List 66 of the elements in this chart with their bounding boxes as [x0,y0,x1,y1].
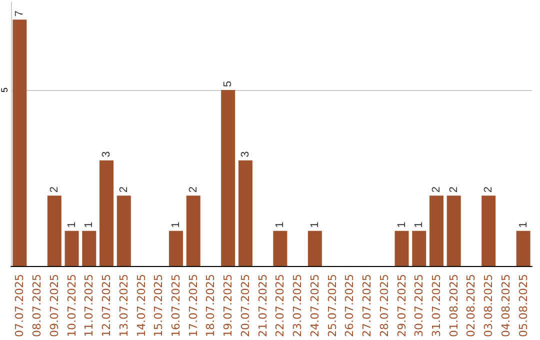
x-tick-label: 29.07.2025 [395,274,408,338]
x-tick-label: 07.07.2025 [13,274,26,338]
x-tick-label: 04.08.2025 [499,274,512,338]
x-tick-label: 31.07.2025 [430,274,443,338]
x-tick-label: 11.07.2025 [82,274,96,338]
bar [273,230,288,266]
data-label: 2 [48,186,60,193]
x-tick-label: 21.07.2025 [256,274,270,338]
data-label: 1 [274,222,286,228]
data-label: 2 [448,186,460,193]
x-tick-label: 01.08.2025 [447,274,460,338]
x-tick-label: 19.07.2025 [222,274,235,338]
data-label: 2 [118,186,130,193]
bar [12,20,27,266]
x-tick-label: 22.07.2025 [274,274,287,338]
data-label: 2 [430,186,442,193]
bar [64,230,79,266]
x-tick-label: 02.08.2025 [464,274,478,338]
x-tick-label: 24.07.2025 [308,274,322,338]
bar [482,196,496,266]
x-tick-label: 30.07.2025 [412,274,426,338]
data-label: 2 [187,186,200,193]
data-label: 1 [66,222,78,228]
x-tick-label: 15.07.2025 [152,274,166,338]
bar [238,160,252,266]
x-tick-label: 23.07.2025 [291,274,304,338]
bar [100,160,114,266]
x-tick-label: 08.07.2025 [30,274,44,338]
x-tick-label: 12.07.2025 [100,274,114,338]
bar [186,196,200,266]
x-tick-label: 05.08.2025 [516,274,530,338]
data-label: 5 [222,80,234,88]
data-label: 2 [482,186,495,193]
bar [429,196,444,266]
data-label: 3 [239,151,252,158]
x-tick-label: 09.07.2025 [48,274,61,338]
bar [412,230,426,266]
data-label: 1 [83,222,96,228]
data-label: 1 [413,222,426,228]
x-tick-label: 25.07.2025 [326,274,339,338]
bar [308,230,322,266]
data-label: 1 [517,222,530,228]
data-label: 3 [100,151,113,158]
bar [47,196,62,266]
bar [394,230,409,266]
bar [516,230,530,266]
x-tick-label: 20.07.2025 [238,274,252,338]
x-tick-label: 18.07.2025 [204,274,218,338]
bar [82,230,96,266]
data-label: 1 [170,222,182,228]
x-tick-label: 16.07.2025 [169,274,182,338]
x-tick-label: 13.07.2025 [117,274,130,338]
x-tick-label: 26.07.2025 [343,274,356,338]
x-tick-label: 27.07.2025 [360,274,374,338]
data-label: 7 [14,10,26,17]
x-tick-label: 17.07.2025 [186,274,200,338]
x-tick-label: 14.07.2025 [134,274,148,338]
x-tick-label: 03.08.2025 [482,274,496,338]
x-tick-label: 10.07.2025 [65,274,78,338]
data-label: 1 [308,222,321,228]
bar [446,196,461,266]
data-label: 1 [396,222,408,228]
bar [221,90,236,266]
x-tick-label: 28.07.2025 [378,274,391,338]
bar [168,230,183,266]
bar [116,196,131,266]
